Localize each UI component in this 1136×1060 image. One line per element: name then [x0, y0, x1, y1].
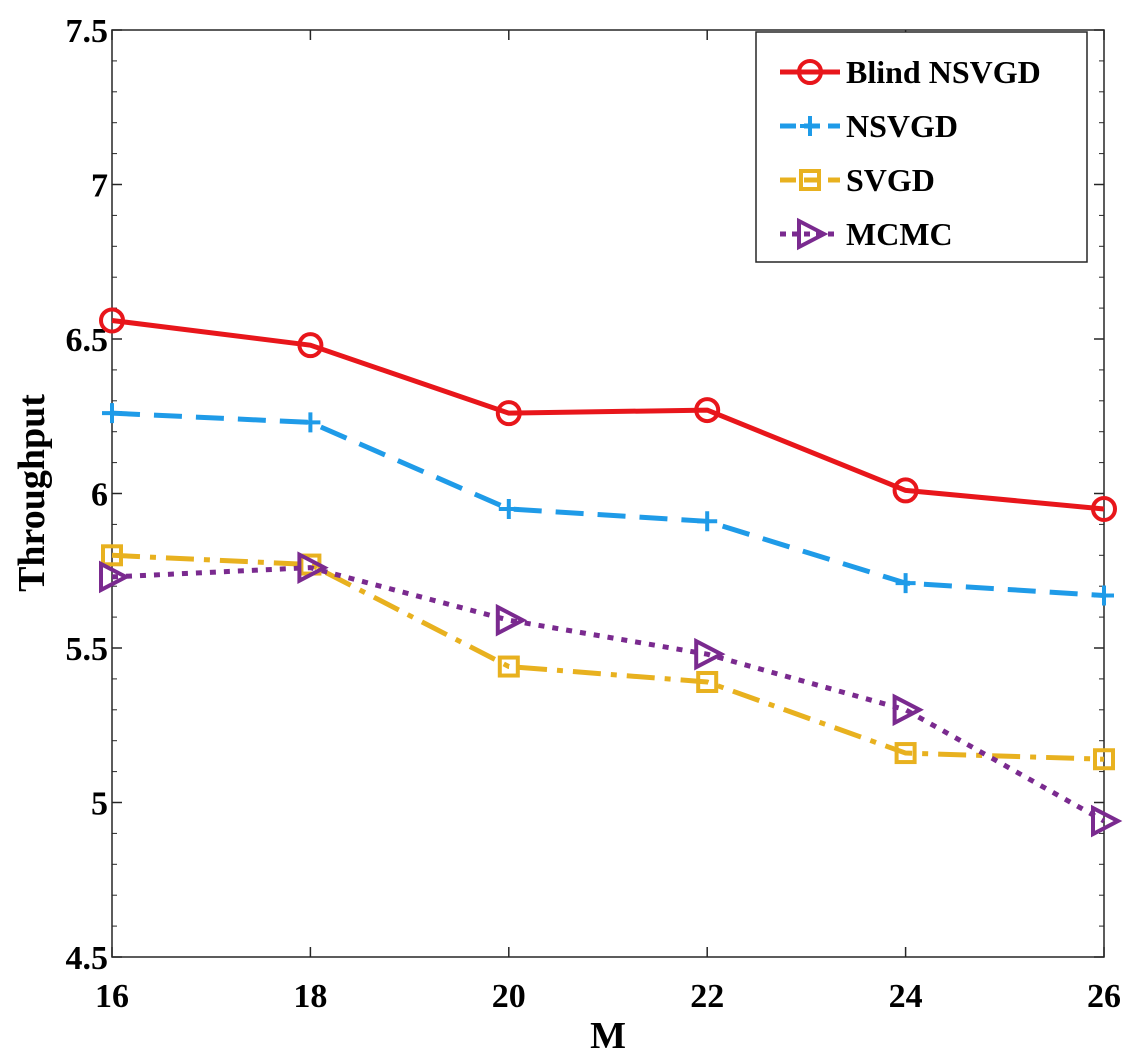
- data-point-mcmc: [694, 637, 726, 671]
- x-tick-labels: 16 18 20 22 24 26: [95, 978, 1121, 1015]
- legend-marker-svgd: [799, 169, 821, 191]
- legend-marker-nsvgd: [800, 116, 820, 136]
- y-tick-labels: 4.5 5 5.5 6 6.5 7 7.5: [66, 13, 109, 977]
- y-tick-label: 7: [91, 168, 108, 205]
- data-point-blind-nsvgd: [694, 397, 721, 424]
- data-point-nsvgd: [1094, 585, 1114, 606]
- x-tick-label: 20: [492, 978, 526, 1015]
- y-tick-label: 6: [91, 477, 108, 514]
- y-tick-label: 6.5: [66, 322, 109, 359]
- data-point-blind-nsvgd: [495, 400, 522, 427]
- data-point-svgd: [894, 742, 917, 765]
- data-point-nsvgd: [895, 573, 916, 594]
- data-point-mcmc: [297, 551, 329, 584]
- series-line-svgd: [111, 552, 1105, 762]
- x-tick-label: 24: [889, 978, 923, 1015]
- x-tick-label: 18: [293, 978, 327, 1015]
- x-axis-title: M: [590, 1015, 626, 1057]
- data-point-mcmc: [1091, 804, 1123, 838]
- series-line-blind-nsvgd: [111, 317, 1105, 512]
- y-tick-label: 5.5: [66, 631, 109, 668]
- data-point-mcmc: [892, 693, 924, 727]
- legend: Blind NSVGD NSVGD SVGD MCMC: [755, 31, 1088, 263]
- y-tick-label: 5: [91, 786, 108, 823]
- data-point-mcmc: [495, 603, 528, 637]
- legend-label-nsvgd: NSVGD: [846, 108, 958, 144]
- y-tick-label: 7.5: [66, 13, 109, 50]
- data-point-nsvgd: [102, 403, 122, 424]
- data-point-svgd: [696, 670, 719, 693]
- legend-label-mcmc: MCMC: [846, 216, 953, 252]
- data-point-nsvgd: [300, 412, 321, 433]
- data-point-nsvgd: [498, 498, 519, 519]
- data-point-blind-nsvgd: [1091, 495, 1117, 522]
- series-line-nsvgd: [111, 410, 1105, 598]
- legend-marker-mcmc: [797, 217, 829, 251]
- x-tick-label: 22: [690, 978, 724, 1015]
- data-point-svgd: [497, 655, 520, 678]
- series-markers: [99, 307, 1123, 838]
- data-point-svgd: [101, 544, 123, 567]
- x-tick-label: 16: [95, 978, 129, 1015]
- series-lines: [111, 317, 1106, 824]
- y-tick-label: 4.5: [66, 940, 109, 977]
- legend-label-blind-nsvgd: Blind NSVGD: [846, 54, 1041, 90]
- data-point-nsvgd: [697, 511, 718, 532]
- legend-marker-blind-nsvgd: [797, 59, 823, 85]
- x-tick-label: 26: [1087, 978, 1121, 1015]
- data-point-blind-nsvgd: [892, 477, 919, 504]
- data-point-svgd: [1093, 748, 1115, 771]
- series-line-mcmc: [111, 565, 1106, 824]
- y-axis-title: Throughput: [11, 394, 53, 592]
- data-point-blind-nsvgd: [297, 332, 324, 359]
- data-point-blind-nsvgd: [99, 307, 125, 334]
- data-point-mcmc: [99, 560, 131, 594]
- legend-items: Blind NSVGD NSVGD SVGD MCMC: [780, 54, 1041, 252]
- legend-label-svgd: SVGD: [846, 162, 935, 198]
